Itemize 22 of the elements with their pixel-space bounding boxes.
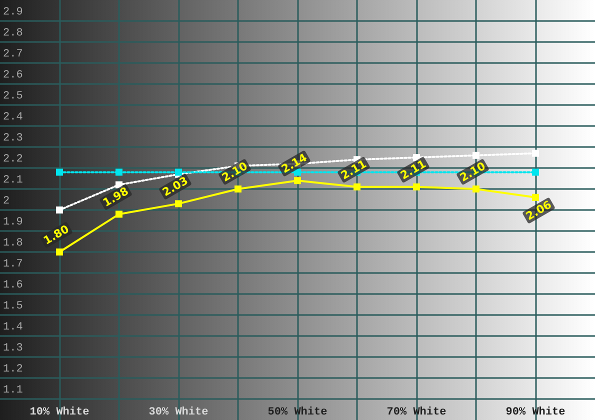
y-tick-label: 2.2	[3, 154, 23, 166]
y-tick-label: 2.5	[3, 90, 23, 102]
x-tick-label: 30% White	[148, 406, 209, 418]
y-tick-label: 2.8	[3, 28, 23, 40]
y-tick-label: 1.3	[3, 342, 23, 354]
y-tick-label: 2.9	[3, 6, 23, 18]
y-tick-label: 1.5	[3, 300, 23, 312]
y-tick-label: 1.1	[3, 384, 24, 396]
y-tick-label: 1.6	[3, 280, 23, 292]
y-tick-label: 1.8	[3, 238, 23, 250]
y-tick-label: 2.4	[3, 112, 24, 124]
data-label: 1.80	[41, 222, 72, 248]
y-tick-label: 1.2	[3, 364, 23, 376]
y-tick-label: 2.3	[3, 132, 23, 144]
y-tick-label: 2.7	[3, 48, 23, 60]
y-tick-label: 2.6	[3, 70, 23, 82]
y-tick-label: 1.7	[3, 258, 23, 270]
x-tick-label: 10% White	[30, 406, 90, 418]
y-tick-label: 2	[3, 196, 10, 208]
y-tick-label: 1.9	[3, 216, 23, 228]
y-tick-label: 2.1	[3, 174, 24, 186]
y-tick-label: 1.4	[3, 322, 24, 334]
